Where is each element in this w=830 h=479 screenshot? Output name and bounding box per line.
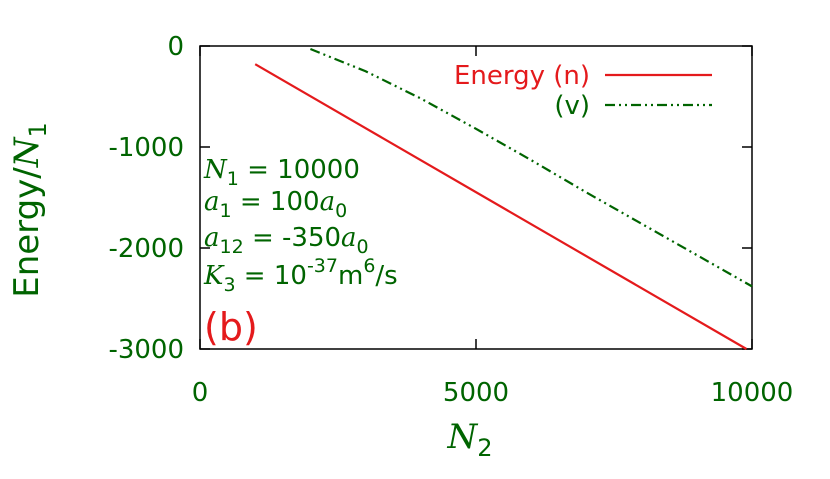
annotation-text: a12 = -350a0 [204,223,369,258]
x-tick-label: 0 [192,378,209,408]
y-axis-label: Energy/N1 [7,122,52,298]
annotation-text: N1 = 10000 [203,155,360,190]
annotation-text: a1 = 100a0 [204,187,347,222]
panel-label: (b) [204,305,258,349]
annotation: N1 = 10000 a1 = 100a0 a12 = -350a0 K3 = … [203,155,398,296]
legend-label: (v) [554,91,590,121]
x-tick-label: 10000 [711,378,794,408]
y-tick-label: 0 [167,32,184,62]
legend-label: Energy (n) [454,61,590,91]
series-line [309,48,753,288]
y-tick-label: -3000 [108,335,184,365]
series-line [254,63,748,350]
y-tick-label: -2000 [108,234,184,264]
x-tick-label: 5000 [443,378,509,408]
annotation-text: K3 = 10-37m6/s [203,255,398,296]
y-tick-label: -1000 [108,133,184,163]
x-axis-label: N2 [446,417,492,462]
